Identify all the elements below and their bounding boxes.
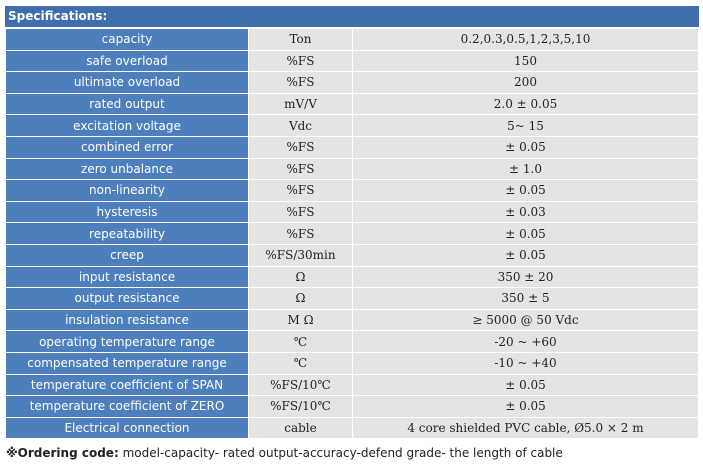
unit-cell: %FS: [248, 71, 353, 94]
footnote-label: ※Ordering code:: [6, 446, 119, 460]
unit-cell: Ton: [248, 28, 353, 51]
value-cell: ± 1.0: [352, 157, 699, 181]
value-cell: ≥ 5000 @ 50 Vdc: [352, 308, 699, 332]
unit-cell: %FS: [248, 222, 353, 245]
parameter-cell: non-linearity: [5, 179, 249, 202]
section-title: Specifications:: [5, 6, 699, 28]
value-cell: 2.0 ± 0.05: [352, 92, 699, 116]
parameter-cell: excitation voltage: [5, 114, 249, 137]
table-row: capacity Ton 0.2,0.3,0.5,1,2,3,5,10: [5, 28, 699, 51]
table-row: insulation resistance M Ω ≥ 5000 @ 50 Vdc: [5, 308, 699, 332]
unit-cell: Ω: [248, 265, 353, 289]
value-cell: 5~ 15: [352, 114, 699, 137]
value-cell: ± 0.05: [352, 243, 699, 267]
parameter-cell: repeatability: [5, 222, 249, 245]
table-row: Electrical connection cable 4 core shielde…: [5, 416, 699, 440]
table-row: compensated temperature range ℃ -10 ~ +40: [5, 351, 699, 375]
value-cell: ± 0.05: [352, 179, 699, 202]
table-row: ultimate overload %FS 200: [5, 71, 699, 94]
value-cell: ± 0.05: [352, 395, 699, 418]
value-cell: 200: [352, 71, 699, 94]
table-row: non-linearity %FS ± 0.05: [5, 179, 699, 202]
parameter-cell: combined error: [5, 135, 249, 159]
value-cell: 350 ± 20: [352, 265, 699, 289]
parameter-cell: output resistance: [5, 287, 249, 310]
unit-cell: M Ω: [248, 308, 353, 332]
spec-sheet: Specifications: capacity Ton 0.2,0.3,0.5,1…: [5, 6, 699, 440]
parameter-cell: temperature coefficient of SPAN: [5, 373, 249, 397]
unit-cell: mV/V: [248, 92, 353, 116]
unit-cell: %FS/10℃: [248, 395, 353, 418]
spec-table: capacity Ton 0.2,0.3,0.5,1,2,3,5,10 safe ov…: [5, 28, 699, 440]
value-cell: 350 ± 5: [352, 287, 699, 310]
value-cell: 150: [352, 49, 699, 73]
parameter-cell: safe overload: [5, 49, 249, 73]
unit-cell: %FS: [248, 135, 353, 159]
unit-cell: %FS/30min: [248, 243, 353, 267]
unit-cell: ℃: [248, 351, 353, 375]
parameter-cell: temperature coefficient of ZERO: [5, 395, 249, 418]
parameter-cell: creep: [5, 243, 249, 267]
unit-cell: Ω: [248, 287, 353, 310]
table-row: temperature coefficient of SPAN %FS/10℃ ± …: [5, 373, 699, 397]
value-cell: -10 ~ +40: [352, 351, 699, 375]
parameter-cell: capacity: [5, 28, 249, 51]
value-cell: 4 core shielded PVC cable, Ø5.0 × 2 m: [352, 416, 699, 440]
footnote-text: model-capacity- rated output-accuracy-de…: [122, 446, 563, 460]
table-row: combined error %FS ± 0.05: [5, 135, 699, 159]
table-row: rated output mV/V 2.0 ± 0.05: [5, 92, 699, 116]
parameter-cell: hysteresis: [5, 200, 249, 224]
parameter-cell: input resistance: [5, 265, 249, 289]
value-cell: -20 ~ +60: [352, 330, 699, 353]
value-cell: 0.2,0.3,0.5,1,2,3,5,10: [352, 28, 699, 51]
unit-cell: ℃: [248, 330, 353, 353]
value-cell: ± 0.03: [352, 200, 699, 224]
parameter-cell: operating temperature range: [5, 330, 249, 353]
parameter-cell: compensated temperature range: [5, 351, 249, 375]
table-row: operating temperature range ℃ -20 ~ +60: [5, 330, 699, 353]
value-cell: ± 0.05: [352, 222, 699, 245]
unit-cell: cable: [248, 416, 353, 440]
parameter-cell: Electrical connection: [5, 416, 249, 440]
unit-cell: %FS: [248, 179, 353, 202]
table-row: output resistance Ω 350 ± 5: [5, 287, 699, 310]
table-row: zero unbalance %FS ± 1.0: [5, 157, 699, 181]
unit-cell: %FS: [248, 157, 353, 181]
table-body: capacity Ton 0.2,0.3,0.5,1,2,3,5,10 safe ov…: [5, 28, 699, 440]
parameter-cell: zero unbalance: [5, 157, 249, 181]
table-row: input resistance Ω 350 ± 20: [5, 265, 699, 289]
unit-cell: %FS: [248, 49, 353, 73]
value-cell: ± 0.05: [352, 373, 699, 397]
unit-cell: %FS/10℃: [248, 373, 353, 397]
table-row: safe overload %FS 150: [5, 49, 699, 73]
footnote: ※Ordering code: model-capacity- rated ou…: [6, 446, 563, 460]
parameter-cell: insulation resistance: [5, 308, 249, 332]
table-row: repeatability %FS ± 0.05: [5, 222, 699, 245]
parameter-cell: rated output: [5, 92, 249, 116]
parameter-cell: ultimate overload: [5, 71, 249, 94]
table-row: hysteresis %FS ± 0.03: [5, 200, 699, 224]
table-row: creep %FS/30min ± 0.05: [5, 243, 699, 267]
table-row: excitation voltage Vdc 5~ 15: [5, 114, 699, 137]
unit-cell: Vdc: [248, 114, 353, 137]
table-row: temperature coefficient of ZERO %FS/10℃ ± …: [5, 395, 699, 418]
unit-cell: %FS: [248, 200, 353, 224]
value-cell: ± 0.05: [352, 135, 699, 159]
